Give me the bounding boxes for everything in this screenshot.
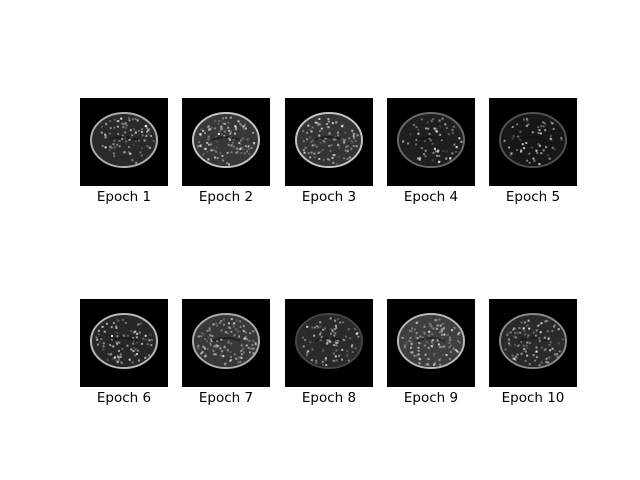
- brain-scan-image: [182, 98, 270, 186]
- epoch-caption: Epoch 7: [198, 390, 254, 406]
- brain-scan-image: [285, 299, 373, 387]
- epoch-caption: Epoch 6: [96, 390, 152, 406]
- epoch-caption: Epoch 2: [198, 189, 254, 205]
- brain-scan-image: [387, 299, 475, 387]
- epoch-panel-5: Epoch 5: [489, 98, 577, 205]
- brain-scan-image: [489, 299, 577, 387]
- epoch-caption: Epoch 8: [301, 390, 357, 406]
- epoch-panel-9: Epoch 9: [387, 299, 475, 406]
- epoch-caption: Epoch 10: [501, 390, 565, 406]
- epoch-panel-4: Epoch 4: [387, 98, 475, 205]
- brain-scan-image: [387, 98, 475, 186]
- epoch-panel-10: Epoch 10: [489, 299, 577, 406]
- epoch-caption: Epoch 4: [403, 189, 459, 205]
- epoch-caption: Epoch 3: [301, 189, 357, 205]
- epoch-caption: Epoch 5: [505, 189, 561, 205]
- brain-scan-image: [285, 98, 373, 186]
- epoch-panel-7: Epoch 7: [182, 299, 270, 406]
- epoch-panel-2: Epoch 2: [182, 98, 270, 205]
- epoch-panel-6: Epoch 6: [80, 299, 168, 406]
- epoch-caption: Epoch 9: [403, 390, 459, 406]
- epoch-panel-1: Epoch 1: [80, 98, 168, 205]
- epoch-caption: Epoch 1: [96, 189, 152, 205]
- brain-scan-image: [182, 299, 270, 387]
- brain-scan-image: [80, 98, 168, 186]
- epoch-panel-8: Epoch 8: [285, 299, 373, 406]
- brain-scan-image: [80, 299, 168, 387]
- brain-scan-image: [489, 98, 577, 186]
- epoch-panel-3: Epoch 3: [285, 98, 373, 205]
